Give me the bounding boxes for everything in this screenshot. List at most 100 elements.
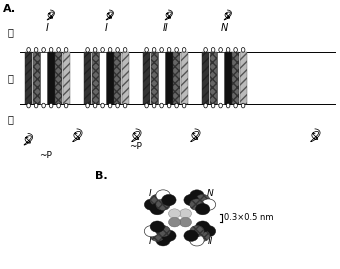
Circle shape: [93, 48, 97, 52]
Bar: [166, 52, 173, 104]
Circle shape: [162, 194, 176, 206]
Circle shape: [34, 48, 38, 52]
Circle shape: [150, 204, 165, 215]
Circle shape: [167, 48, 171, 52]
Text: 内: 内: [7, 114, 13, 124]
Circle shape: [150, 194, 165, 206]
Circle shape: [204, 103, 207, 108]
Circle shape: [156, 235, 170, 246]
Bar: [232, 52, 239, 104]
Circle shape: [64, 103, 68, 108]
Circle shape: [204, 48, 207, 52]
Text: 外: 外: [7, 27, 13, 37]
Circle shape: [156, 190, 170, 201]
Circle shape: [123, 48, 127, 52]
Text: I: I: [148, 237, 151, 246]
Circle shape: [108, 48, 112, 52]
Bar: [121, 52, 129, 104]
Circle shape: [184, 194, 198, 206]
Circle shape: [101, 48, 104, 52]
Circle shape: [101, 103, 104, 108]
Circle shape: [219, 103, 222, 108]
Circle shape: [49, 48, 53, 52]
Bar: [55, 52, 62, 104]
Bar: [91, 52, 99, 104]
Text: 0.3×0.5 nm: 0.3×0.5 nm: [224, 213, 273, 222]
Bar: [143, 52, 150, 104]
Circle shape: [150, 221, 165, 232]
Circle shape: [180, 209, 191, 218]
Text: B.: B.: [95, 171, 108, 181]
Circle shape: [182, 48, 186, 52]
Circle shape: [190, 225, 204, 237]
Circle shape: [86, 48, 89, 52]
Circle shape: [175, 48, 178, 52]
Circle shape: [27, 48, 30, 52]
Circle shape: [195, 221, 210, 232]
Circle shape: [195, 194, 210, 206]
Bar: [173, 52, 180, 104]
Circle shape: [241, 103, 245, 108]
Circle shape: [144, 199, 159, 210]
Bar: [181, 52, 188, 104]
Circle shape: [42, 103, 46, 108]
Bar: [48, 52, 55, 104]
Text: I: I: [148, 189, 151, 199]
Bar: [209, 52, 217, 104]
Circle shape: [116, 48, 119, 52]
Bar: [84, 52, 91, 104]
Circle shape: [201, 225, 216, 237]
Circle shape: [145, 103, 148, 108]
Circle shape: [150, 230, 165, 241]
Circle shape: [108, 103, 112, 108]
Circle shape: [241, 48, 245, 52]
Circle shape: [34, 103, 38, 108]
Circle shape: [184, 230, 198, 241]
Circle shape: [195, 204, 210, 215]
Circle shape: [160, 48, 164, 52]
Circle shape: [201, 199, 216, 210]
Circle shape: [226, 48, 230, 52]
Bar: [106, 52, 114, 104]
Text: I: I: [46, 23, 49, 34]
Circle shape: [49, 103, 53, 108]
Bar: [114, 52, 121, 104]
Text: A.: A.: [3, 4, 16, 14]
Text: 膜: 膜: [7, 73, 13, 83]
Circle shape: [152, 103, 156, 108]
Circle shape: [64, 48, 68, 52]
Circle shape: [234, 48, 237, 52]
Text: II: II: [163, 23, 168, 34]
Circle shape: [93, 103, 97, 108]
Circle shape: [160, 103, 164, 108]
Text: I: I: [105, 23, 108, 34]
Bar: [40, 52, 47, 104]
Circle shape: [86, 103, 89, 108]
Circle shape: [123, 103, 127, 108]
Circle shape: [27, 103, 30, 108]
Text: ~P: ~P: [129, 142, 141, 151]
Circle shape: [57, 48, 61, 52]
Circle shape: [152, 48, 156, 52]
Circle shape: [156, 199, 170, 210]
Bar: [33, 52, 40, 104]
Text: ~P: ~P: [38, 151, 51, 160]
Text: N: N: [207, 189, 214, 199]
Bar: [224, 52, 232, 104]
Bar: [63, 52, 70, 104]
Circle shape: [234, 103, 237, 108]
Circle shape: [190, 199, 204, 210]
Circle shape: [145, 48, 148, 52]
Bar: [202, 52, 209, 104]
Bar: [239, 52, 247, 104]
Circle shape: [162, 230, 176, 241]
Circle shape: [156, 225, 170, 237]
Circle shape: [175, 103, 178, 108]
Circle shape: [190, 235, 204, 246]
Circle shape: [116, 103, 119, 108]
Circle shape: [195, 230, 210, 241]
Circle shape: [182, 103, 186, 108]
Circle shape: [144, 225, 159, 237]
Circle shape: [180, 218, 191, 227]
Bar: [151, 52, 158, 104]
